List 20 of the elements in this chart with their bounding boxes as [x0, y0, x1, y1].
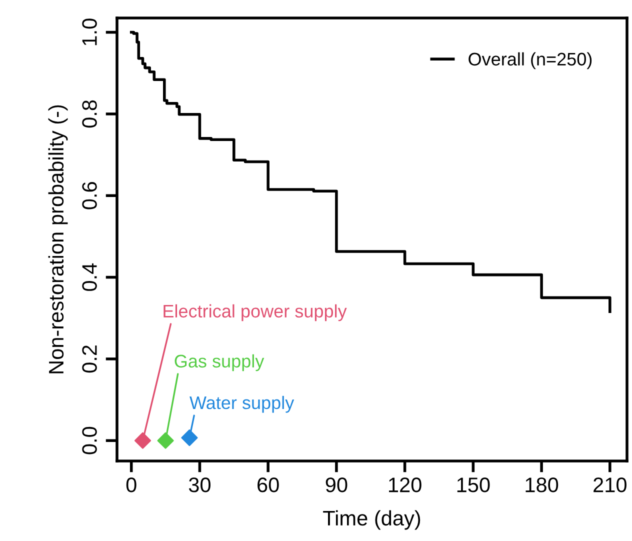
- x-tick-label: 0: [126, 478, 136, 492]
- x-tick-label: 150: [457, 478, 490, 492]
- x-tick-label: 30: [188, 478, 210, 492]
- y-tick-label: 0.4: [82, 263, 97, 291]
- y-tick-label: 0.8: [82, 100, 97, 128]
- x-tick-label: 90: [326, 478, 348, 492]
- y-tick-label: 0.0: [82, 426, 97, 454]
- x-tick-label: 210: [594, 478, 626, 492]
- x-tick-label: 60: [258, 478, 279, 492]
- y-tick-label: 1.0: [82, 18, 97, 46]
- y-tick-label: 0.6: [82, 182, 97, 210]
- y-tick-label: 0.2: [82, 345, 97, 373]
- legend-label: Overall (n=250): [468, 52, 592, 70]
- series-label: Water supply: [190, 396, 294, 413]
- x-tick-label: 120: [389, 478, 422, 492]
- text: Electrical power supply: [164, 304, 347, 322]
- x-axis-title: Time (day): [323, 510, 420, 530]
- x-tick-label: 180: [526, 478, 558, 492]
- text: Gas supply: [174, 354, 264, 372]
- y-axis-title: Non-restoration probability (-): [48, 105, 68, 374]
